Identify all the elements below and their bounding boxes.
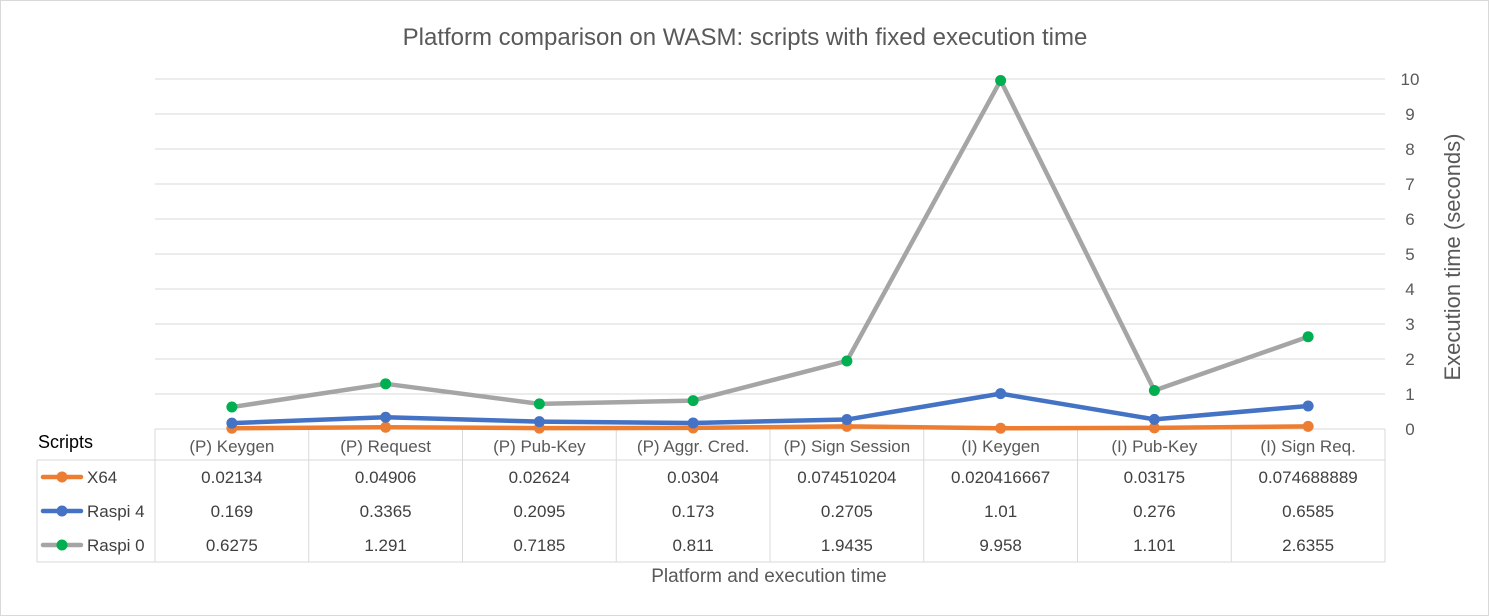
x-tick-label: (P) Keygen (189, 437, 274, 456)
table-cell-value: 1.291 (364, 536, 407, 555)
data-point (226, 401, 238, 413)
data-point (995, 74, 1007, 86)
table-cell-value: 0.074510204 (797, 468, 896, 487)
legend-key-marker (56, 539, 68, 551)
legend-series-name: Raspi 4 (87, 502, 145, 521)
table-cell-value: 0.7185 (513, 536, 565, 555)
data-point (1302, 420, 1314, 432)
table-cell-value: 9.958 (979, 536, 1022, 555)
table-cell-value: 1.9435 (821, 536, 873, 555)
y-tick-label: 9 (1405, 105, 1414, 124)
x-tick-label: (P) Sign Session (784, 437, 911, 456)
y-axis: 0 1 2 3 4 5 6 7 8 9 10 (1401, 70, 1420, 439)
gridlines (155, 78, 1385, 395)
table-header-label: Scripts (38, 432, 93, 452)
y-tick-label: 8 (1405, 140, 1414, 159)
y-tick-label: 1 (1405, 385, 1414, 404)
data-point (1148, 413, 1160, 425)
x-tick-label: (I) Pub-Key (1111, 437, 1197, 456)
y-tick-label: 4 (1405, 280, 1414, 299)
table-cell-value: 0.2095 (513, 502, 565, 521)
chart-title: Platform comparison on WASM: scripts wit… (403, 24, 1088, 51)
data-point (1302, 331, 1314, 343)
y-tick-label: 6 (1405, 210, 1414, 229)
x-tick-label: (I) Keygen (961, 437, 1039, 456)
data-point (1302, 400, 1314, 412)
x-tick-label: (P) Request (340, 437, 431, 456)
table-cell-value: 0.6585 (1282, 502, 1334, 521)
data-point (533, 398, 545, 410)
series-line (229, 391, 1311, 426)
table-cell-value: 0.04906 (355, 468, 416, 487)
series-group (226, 74, 1314, 434)
table-cell-value: 0.03175 (1124, 468, 1185, 487)
data-table: Scripts (P) Keygen (P) Request (P) Pub-Key (… (36, 428, 1386, 563)
y-axis-title: Execution time (seconds) (1440, 134, 1465, 381)
data-point (1148, 384, 1160, 396)
y-tick-label: 5 (1405, 245, 1414, 264)
table-cell-value: 0.3365 (360, 502, 412, 521)
series-line (229, 424, 1311, 431)
data-point (841, 355, 853, 367)
data-point (533, 416, 545, 428)
table-cell-value: 1.101 (1133, 536, 1176, 555)
y-tick-label: 10 (1401, 70, 1420, 89)
data-point (995, 388, 1007, 400)
y-tick-label: 7 (1405, 175, 1414, 194)
table-cell-value: 1.01 (984, 502, 1017, 521)
data-point (380, 421, 392, 433)
data-point (687, 417, 699, 429)
data-point (995, 422, 1007, 434)
data-point (380, 378, 392, 390)
legend-key-marker (56, 505, 68, 517)
x-tick-label: (P) Aggr. Cred. (637, 437, 749, 456)
x-axis-title: Platform and execution time (651, 566, 887, 587)
y-tick-label: 2 (1405, 350, 1414, 369)
series-raspi-0 (226, 74, 1314, 413)
table-cell-value: 0.276 (1133, 502, 1176, 521)
table-cell-value: 0.02624 (509, 468, 570, 487)
table-cell-value: 0.6275 (206, 536, 258, 555)
table-cell-value: 0.074688889 (1258, 468, 1357, 487)
table-cell-value: 0.169 (211, 502, 254, 521)
legend-series-name: Raspi 0 (87, 536, 145, 555)
series-raspi-4 (226, 388, 1314, 429)
data-point (1148, 422, 1160, 434)
data-point (687, 395, 699, 407)
table-cell-value: 0.2705 (821, 502, 873, 521)
x-tick-label: (I) Sign Req. (1260, 437, 1355, 456)
table-cell-value: 0.0304 (667, 468, 719, 487)
y-tick-label: 3 (1405, 315, 1414, 334)
table-cell-value: 0.02134 (201, 468, 262, 487)
legend-series-name: X64 (87, 468, 117, 487)
legend-key-marker (56, 471, 68, 483)
series-x64 (226, 420, 1314, 434)
table-cell-value: 0.173 (672, 502, 715, 521)
data-point (380, 411, 392, 423)
table-cell-value: 0.020416667 (951, 468, 1050, 487)
table-cell-value: 0.811 (672, 536, 713, 555)
data-point (841, 414, 853, 426)
data-point (226, 417, 238, 429)
y-tick-label: 0 (1405, 420, 1414, 439)
series-line (229, 78, 1311, 410)
x-tick-label: (P) Pub-Key (493, 437, 586, 456)
table-cell-value: 2.6355 (1282, 536, 1334, 555)
